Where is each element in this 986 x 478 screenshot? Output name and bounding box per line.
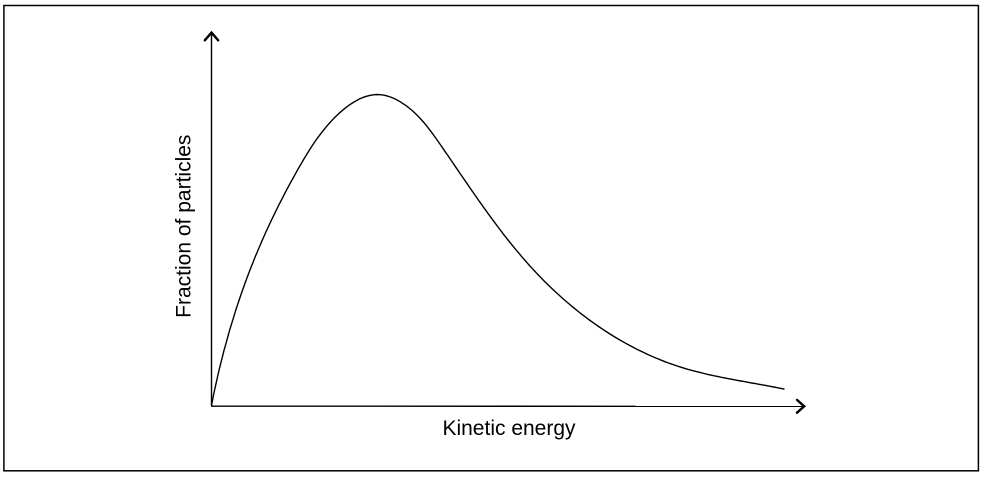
svg-text:Fraction of particles: Fraction of particles [173, 135, 196, 318]
svg-text:Kinetic energy: Kinetic energy [442, 417, 576, 440]
